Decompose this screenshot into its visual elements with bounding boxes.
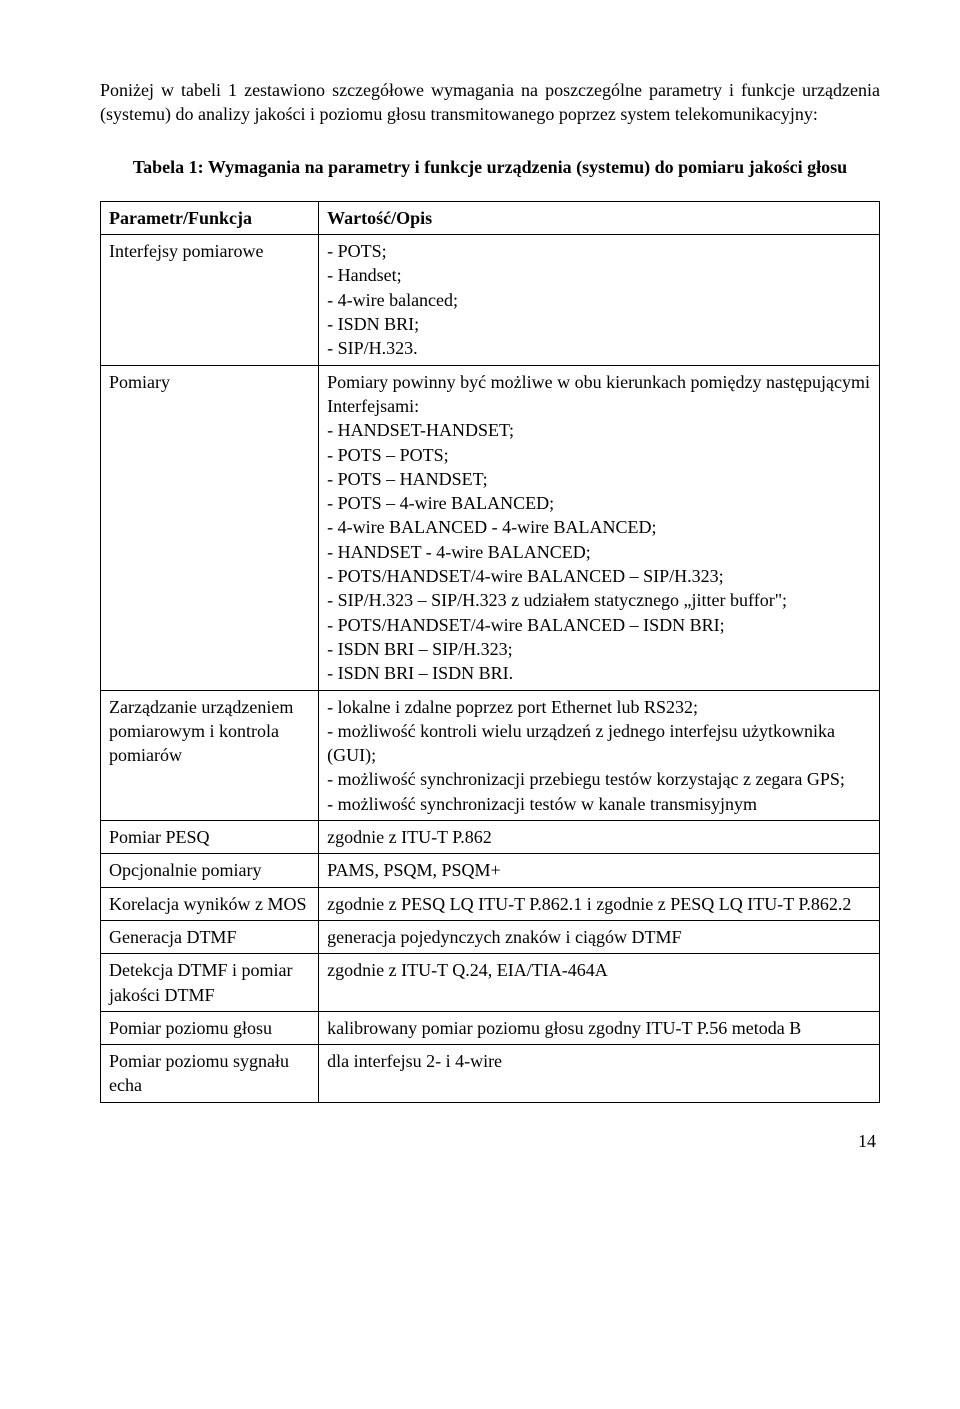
value-cell: generacja pojedynczych znaków i ciągów D… bbox=[319, 920, 880, 953]
table-row: Pomiar poziomu głosu kalibrowany pomiar … bbox=[101, 1011, 880, 1044]
param-cell: Pomiary bbox=[101, 365, 319, 690]
table-header-param: Parametr/Funkcja bbox=[101, 201, 319, 234]
requirements-table: Parametr/Funkcja Wartość/Opis Interfejsy… bbox=[100, 201, 880, 1103]
param-cell: Opcjonalnie pomiary bbox=[101, 854, 319, 887]
value-cell: Pomiary powinny być możliwe w obu kierun… bbox=[319, 365, 880, 690]
param-cell: Zarządzanie urządzeniem pomiarowym i kon… bbox=[101, 690, 319, 820]
param-cell: Pomiar PESQ bbox=[101, 821, 319, 854]
param-cell: Korelacja wyników z MOS bbox=[101, 887, 319, 920]
param-cell: Interfejsy pomiarowe bbox=[101, 235, 319, 365]
param-cell: Pomiar poziomu sygnału echa bbox=[101, 1045, 319, 1103]
intro-paragraph: Poniżej w tabeli 1 zestawiono szczegółow… bbox=[100, 78, 880, 127]
value-cell: - POTS;- Handset;- 4-wire balanced;- ISD… bbox=[319, 235, 880, 365]
value-cell: zgodnie z PESQ LQ ITU-T P.862.1 i zgodni… bbox=[319, 887, 880, 920]
param-cell: Pomiar poziomu głosu bbox=[101, 1011, 319, 1044]
table-row: Detekcja DTMF i pomiar jakości DTMF zgod… bbox=[101, 954, 880, 1012]
table-header-row: Parametr/Funkcja Wartość/Opis bbox=[101, 201, 880, 234]
table-row: Zarządzanie urządzeniem pomiarowym i kon… bbox=[101, 690, 880, 820]
value-cell: kalibrowany pomiar poziomu głosu zgodny … bbox=[319, 1011, 880, 1044]
table-header-value: Wartość/Opis bbox=[319, 201, 880, 234]
document-page: Poniżej w tabeli 1 zestawiono szczegółow… bbox=[0, 0, 960, 1192]
value-cell: - lokalne i zdalne poprzez port Ethernet… bbox=[319, 690, 880, 820]
value-cell: zgodnie z ITU-T P.862 bbox=[319, 821, 880, 854]
param-cell: Detekcja DTMF i pomiar jakości DTMF bbox=[101, 954, 319, 1012]
table-row: Pomiar poziomu sygnału echa dla interfej… bbox=[101, 1045, 880, 1103]
table-row: Pomiary Pomiary powinny być możliwe w ob… bbox=[101, 365, 880, 690]
table-row: Generacja DTMF generacja pojedynczych zn… bbox=[101, 920, 880, 953]
table-row: Interfejsy pomiarowe - POTS;- Handset;- … bbox=[101, 235, 880, 365]
table-caption: Tabela 1: Wymagania na parametry i funkc… bbox=[100, 155, 880, 179]
value-cell: dla interfejsu 2- i 4-wire bbox=[319, 1045, 880, 1103]
table-row: Opcjonalnie pomiary PAMS, PSQM, PSQM+ bbox=[101, 854, 880, 887]
table-row: Korelacja wyników z MOS zgodnie z PESQ L… bbox=[101, 887, 880, 920]
table-row: Pomiar PESQ zgodnie z ITU-T P.862 bbox=[101, 821, 880, 854]
value-cell: zgodnie z ITU-T Q.24, EIA/TIA-464A bbox=[319, 954, 880, 1012]
value-cell: PAMS, PSQM, PSQM+ bbox=[319, 854, 880, 887]
param-cell: Generacja DTMF bbox=[101, 920, 319, 953]
page-number: 14 bbox=[100, 1131, 880, 1152]
